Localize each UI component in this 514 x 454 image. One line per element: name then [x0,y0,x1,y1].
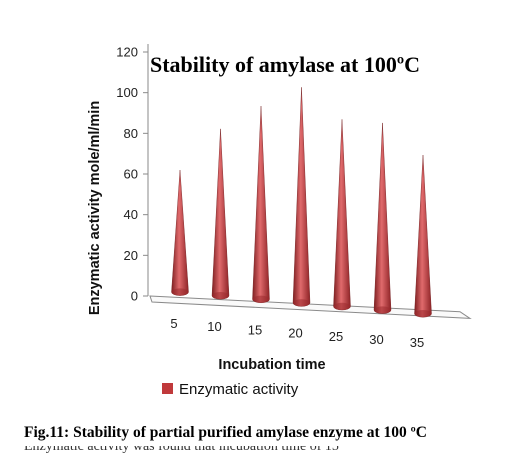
data-cone [333,119,351,311]
y-tick-label: 20 [124,248,138,263]
y-tick-label: 80 [124,126,138,141]
legend-swatch [162,383,173,394]
y-axis-title: Enzymatic activity mole/ml/min [87,101,103,315]
y-tick-label: 0 [131,289,138,304]
x-tick-label: 20 [288,326,302,341]
data-cone [373,122,392,314]
data-cone-base [374,306,391,314]
y-tick-label: 100 [116,85,138,100]
figure-caption: Fig.11: Stability of partial purified am… [24,424,427,441]
x-tick-label: 35 [410,335,424,350]
caption-fragment: Enzymatic activity was found that incuba… [24,446,484,454]
x-tick-label: 30 [369,332,383,347]
x-tick-label: 15 [248,322,262,337]
chart-cones [171,87,432,318]
legend-label: Enzymatic activity [179,381,299,398]
data-cone-base [252,295,270,303]
x-tick-label: 10 [207,319,221,334]
data-cone [292,87,311,307]
data-cone [171,169,189,296]
y-tick-label: 120 [116,45,138,60]
chart-labels: 0 20 40 60 80 100 120 5 10 15 20 25 30 35 Stability of… [87,45,424,399]
data-cone [252,106,270,303]
x-axis-title: Incubation time [218,357,325,373]
data-cone-base [171,288,189,296]
data-cone-base [414,310,432,318]
x-tick-label: 25 [329,329,343,344]
data-cone-base [293,299,310,307]
data-cone [414,154,432,318]
chart-axes [143,44,472,319]
chart-title: Stability of amylase at 100ºC [150,52,420,77]
data-cone-base [212,292,229,300]
y-tick-label: 60 [124,167,138,182]
data-cone [211,128,230,300]
y-tick-label: 40 [124,207,138,222]
caption-fragment-text: Enzymatic activity was found that incuba… [24,446,339,454]
x-tick-label: 5 [170,316,177,331]
chart-floor [149,295,472,319]
data-cone-base [333,302,351,310]
